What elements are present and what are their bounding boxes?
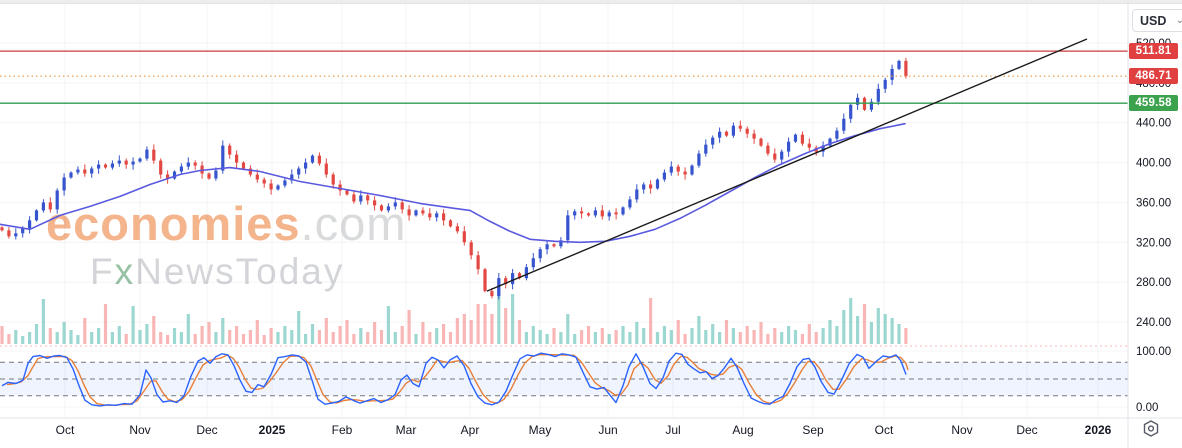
window-top-border <box>0 0 1182 4</box>
svg-text:2026: 2026 <box>1085 423 1112 437</box>
svg-text:Mar: Mar <box>396 423 417 437</box>
svg-text:280.00: 280.00 <box>1136 277 1171 289</box>
svg-text:Feb: Feb <box>332 423 353 437</box>
svg-text:Oct: Oct <box>875 423 894 437</box>
svg-text:Sep: Sep <box>802 423 824 437</box>
currency-label: USD <box>1140 13 1167 28</box>
svg-text:400.00: 400.00 <box>1136 158 1171 170</box>
svg-text:Dec: Dec <box>1016 423 1037 437</box>
svg-text:Apr: Apr <box>461 423 480 437</box>
candlestick-series <box>0 57 908 300</box>
volume-bars <box>0 289 908 344</box>
svg-text:Nov: Nov <box>129 423 150 437</box>
stochastic-d-line <box>6 353 909 406</box>
current-price-badge: 486.71 <box>1129 68 1178 85</box>
svg-text:Nov: Nov <box>951 423 972 437</box>
svg-text:440.00: 440.00 <box>1136 118 1171 130</box>
svg-text:Jul: Jul <box>665 423 680 437</box>
time-axis[interactable]: Oct Nov Dec 2025 Feb Mar Apr May Jun Jul Aug Sep Oct… <box>56 423 1112 437</box>
svg-text:Dec: Dec <box>196 423 217 437</box>
resistance-price-badge: 511.81 <box>1129 43 1178 60</box>
svg-text:Aug: Aug <box>732 423 753 437</box>
chevron-down-icon: ⌄ <box>1175 14 1182 26</box>
svg-text:0.00: 0.00 <box>1136 402 1158 414</box>
support-price-badge: 459.58 <box>1129 95 1178 112</box>
svg-text:May: May <box>529 423 552 437</box>
svg-text:Oct: Oct <box>56 423 75 437</box>
currency-selector-button[interactable]: USD ⌄ <box>1132 9 1182 32</box>
level-lines <box>0 50 1128 104</box>
svg-text:240.00: 240.00 <box>1136 317 1171 329</box>
stochastic-k-line <box>1 352 907 407</box>
svg-text:2025: 2025 <box>259 423 286 437</box>
svg-text:100.00: 100.00 <box>1136 346 1171 358</box>
gridlines <box>0 4 1128 418</box>
trend-line[interactable] <box>486 38 1088 292</box>
svg-text:320.00: 320.00 <box>1136 237 1171 249</box>
svg-text:Jun: Jun <box>598 423 617 437</box>
watermark: economies.com FxNewsToday <box>46 200 406 290</box>
watermark-subbrand: FxNewsToday <box>90 251 345 292</box>
watermark-brand: economies.com <box>46 197 407 250</box>
settings-icon[interactable] <box>1140 419 1162 439</box>
moving-average-line <box>0 122 906 244</box>
svg-text:360.00: 360.00 <box>1136 197 1171 209</box>
stochastic-band <box>0 345 1128 397</box>
price-axis[interactable]: 520.00480.00440.00400.00360.00320.00280.… <box>1136 38 1171 414</box>
